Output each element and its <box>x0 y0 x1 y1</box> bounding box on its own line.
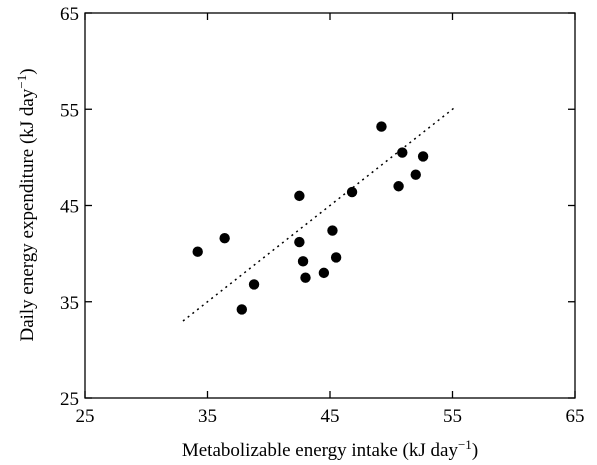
axis-ticks <box>84 12 576 399</box>
data-point <box>297 256 309 267</box>
data-point <box>346 186 358 198</box>
data-point <box>300 272 311 283</box>
y-axis-label: Daily energy expenditure (kJ day−1) <box>14 68 38 341</box>
data-point <box>192 246 203 257</box>
y-tick-label: 55 <box>60 100 79 121</box>
y-tick-label: 45 <box>60 197 79 218</box>
data-point <box>397 147 408 158</box>
y-tick-label: 25 <box>60 389 79 410</box>
data-point <box>410 169 421 180</box>
data-point <box>318 267 330 279</box>
data-point <box>330 252 342 263</box>
data-point <box>327 225 338 236</box>
data-points <box>192 121 429 315</box>
data-point <box>376 121 387 132</box>
y-tick-label: 35 <box>60 293 79 314</box>
tick-labels: 25 35 45 55 65 25 35 45 55 65 <box>60 4 585 427</box>
data-point <box>393 181 404 192</box>
x-tick-label: 65 <box>566 406 585 427</box>
data-point <box>248 279 260 290</box>
data-point <box>417 151 429 162</box>
data-point <box>219 233 230 244</box>
x-axis-label: Metabolizable energy intake (kJ day−1) <box>182 437 478 461</box>
x-tick-label: 25 <box>76 406 95 427</box>
x-tick-label: 45 <box>321 406 340 427</box>
x-tick-label: 55 <box>443 406 462 427</box>
y-tick-label: 65 <box>60 4 79 25</box>
trend-line <box>182 106 456 322</box>
data-point <box>294 236 305 248</box>
x-tick-label: 35 <box>198 406 217 427</box>
data-point <box>236 304 247 315</box>
data-point <box>294 190 305 202</box>
